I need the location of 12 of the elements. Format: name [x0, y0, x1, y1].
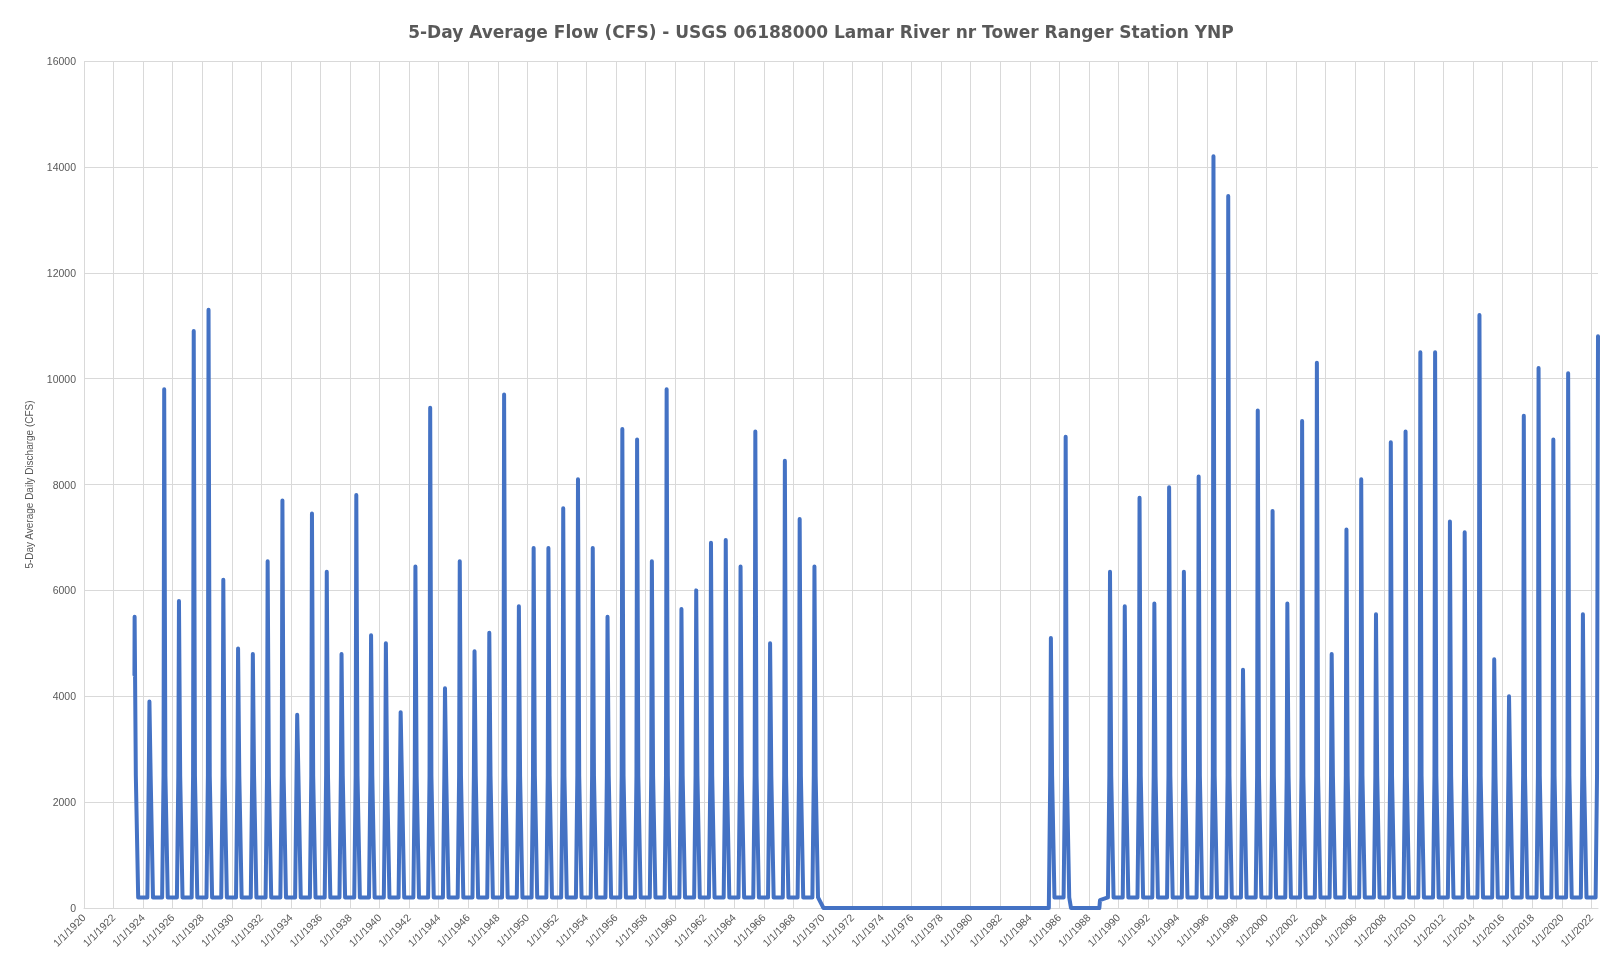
y-tick-label: 14000: [46, 160, 77, 173]
y-tick-label: 6000: [52, 584, 77, 597]
y-tick-label: 2000: [52, 796, 77, 809]
y-axis-title: 5-Day Average Daily Discharge (CFS): [23, 400, 35, 569]
y-tick-label: 0: [70, 902, 77, 914]
y-tick-label: 16000: [46, 55, 77, 67]
y-tick-label: 12000: [46, 266, 77, 279]
chart-title: 5-Day Average Flow (CFS) - USGS 06188000 Lamar River nr Tower Ranger Station YNP: [408, 21, 1234, 42]
line-series: [132, 154, 1600, 910]
y-tick-label: 10000: [46, 372, 77, 385]
y-tick-label: 8000: [52, 478, 77, 491]
y-tick-label: 4000: [52, 690, 77, 703]
